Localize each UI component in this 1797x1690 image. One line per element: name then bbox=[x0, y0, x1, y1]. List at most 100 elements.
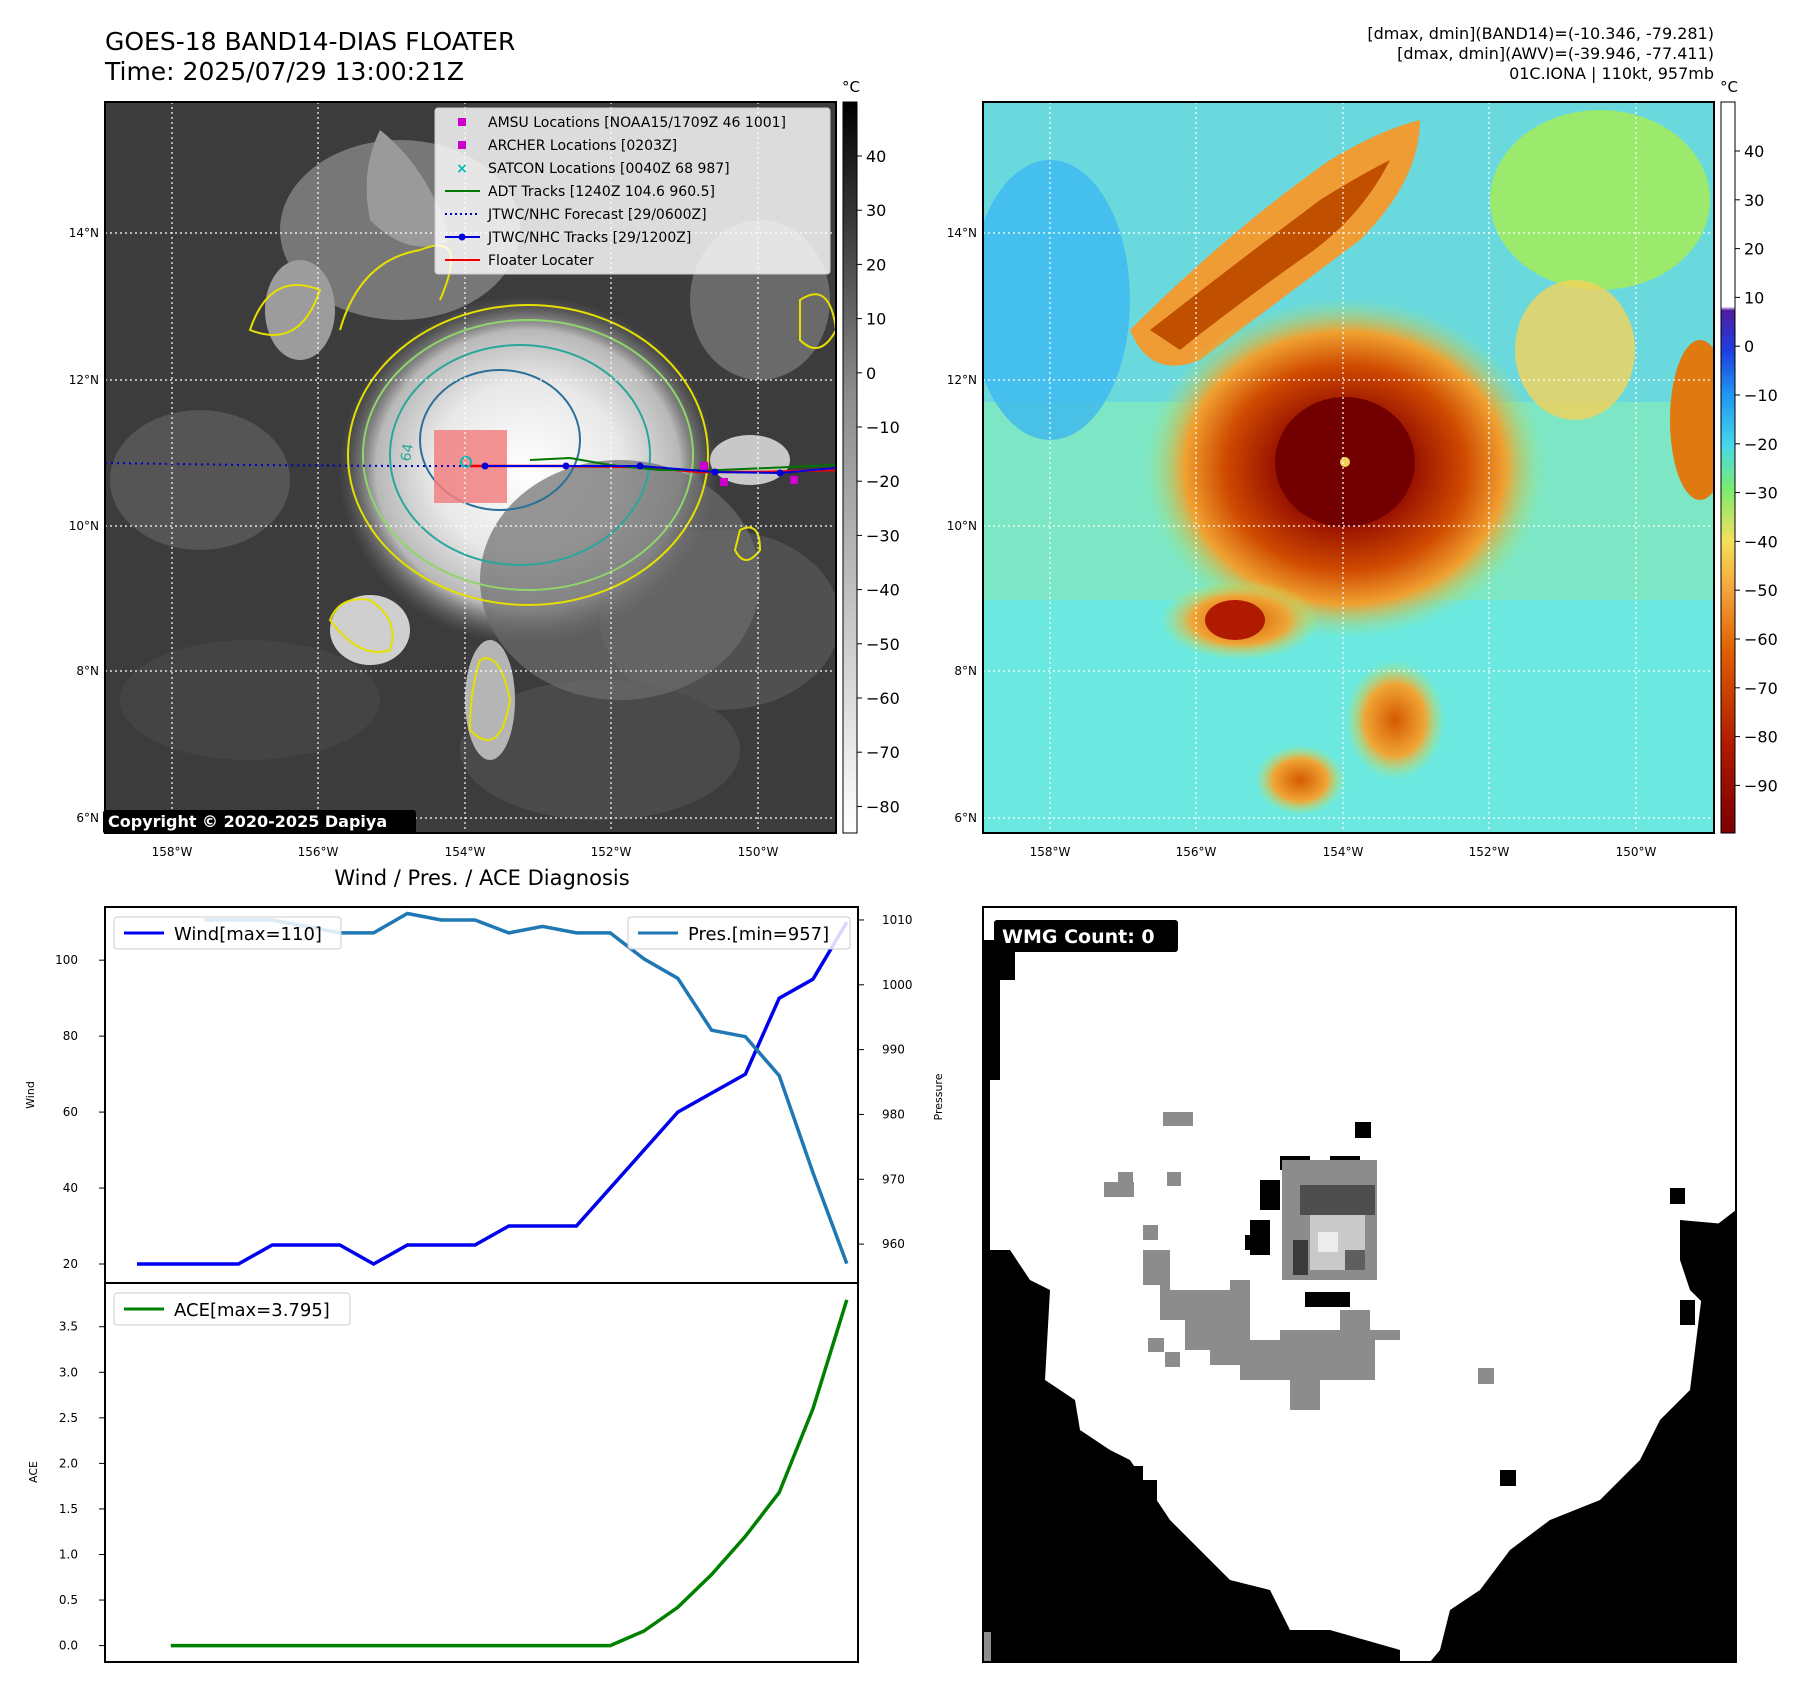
dias-colorbar-tick-label: −80 bbox=[1744, 728, 1778, 747]
ir-lat-labels: 14°N 12°N 10°N 8°N 6°N bbox=[69, 226, 99, 825]
legend-marker: × bbox=[456, 161, 468, 177]
dias-lon-label: 152°W bbox=[1469, 845, 1510, 859]
ir-colorbar-tick-label: 40 bbox=[866, 147, 886, 166]
wmg-count-badge: WMG Count: 0 bbox=[994, 920, 1178, 952]
wind-tick-label: 80 bbox=[63, 1029, 78, 1043]
stats-line-3: 01C.IONA | 110kt, 957mb bbox=[1509, 64, 1714, 83]
dias-colorbar-tick-label: −70 bbox=[1744, 679, 1778, 698]
ir-colorbar-tick-label: 30 bbox=[866, 201, 886, 220]
dias-lat-label: 10°N bbox=[947, 519, 977, 533]
wind-tick-label: 20 bbox=[63, 1257, 78, 1271]
dias-lat-labels: 14°N 12°N 10°N 8°N 6°N bbox=[947, 226, 977, 825]
dias-colorbar-tick-label: 30 bbox=[1744, 191, 1764, 210]
dias-lon-label: 150°W bbox=[1616, 845, 1657, 859]
dias-colorbar-tick-label: −10 bbox=[1744, 386, 1778, 405]
ace-chart: 3.5 3.0 2.5 2.0 1.5 1.0 0.5 0.0 ACE ACE[max=3.7… bbox=[27, 1282, 859, 1663]
ir-colorbar-tick-label: −20 bbox=[866, 472, 900, 491]
ace-legend: ACE[max=3.795] bbox=[113, 1292, 351, 1326]
dias-colorbar-tick-label: 10 bbox=[1744, 288, 1764, 307]
legend-marker bbox=[458, 141, 466, 149]
figure-time: Time: 2025/07/29 13:00:21Z bbox=[104, 57, 464, 86]
legend-item-label: JTWC/NHC Tracks [29/1200Z] bbox=[487, 230, 691, 246]
dias-colorbar-tick-label: −30 bbox=[1744, 484, 1778, 503]
dias-lon-label: 158°W bbox=[1030, 845, 1071, 859]
ir-lon-labels: 158°W 156°W 154°W 152°W 150°W bbox=[152, 845, 779, 859]
wmg-panel: WMG Count: 0 bbox=[982, 906, 1737, 1663]
dias-colorbar-tick-label: −40 bbox=[1744, 532, 1778, 551]
legend-marker-dot bbox=[458, 233, 466, 241]
legend-item-label: ADT Tracks [1240Z 104.6 960.5] bbox=[488, 184, 715, 200]
wind-tick-label: 100 bbox=[55, 953, 78, 967]
ir-colorbar-tick-label: −10 bbox=[866, 418, 900, 437]
ace-tick-label: 2.5 bbox=[59, 1411, 78, 1425]
dias-colorbar-tick-label: −50 bbox=[1744, 581, 1778, 600]
legend-marker bbox=[458, 118, 466, 126]
ir-colorbar-tick-label: 10 bbox=[866, 310, 886, 329]
dias-colorbar-tick-label: −20 bbox=[1744, 435, 1778, 454]
dias-map-gridlines bbox=[983, 102, 1714, 833]
ir-lat-label: 8°N bbox=[76, 664, 99, 678]
pressure-tick-label: 990 bbox=[882, 1043, 905, 1057]
map-legend: AMSU Locations [NOAA15/1709Z 46 1001] ARC… bbox=[434, 107, 831, 275]
dias-colorbar-tick-label: 0 bbox=[1744, 337, 1754, 356]
ir-lon-label: 152°W bbox=[591, 845, 632, 859]
dias-lat-label: 12°N bbox=[947, 373, 977, 387]
pressure-legend: Pres.[min=957] bbox=[627, 916, 851, 950]
wind-legend: Wind[max=110] bbox=[113, 916, 342, 950]
ir-colorbar: °C 40 30 20 10 0 −10 −20 −30 −40 −50 −60 −70 −80 bbox=[842, 78, 900, 834]
dias-lat-label: 6°N bbox=[954, 811, 977, 825]
dias-lon-label: 156°W bbox=[1176, 845, 1217, 859]
wind-series-line bbox=[137, 921, 849, 1267]
pressure-axis-label: Pressure bbox=[932, 1073, 945, 1120]
dias-map-panel: 14°N12°N10°N8°N6°N 158°W 156°W 154°W 152°W 1… bbox=[947, 78, 1778, 859]
ir-lat-label: 10°N bbox=[69, 519, 99, 533]
dias-colorbar-tick-label: −60 bbox=[1744, 630, 1778, 649]
pressure-tick-label: 1010 bbox=[882, 913, 913, 927]
copyright-badge: Copyright © 2020-2025 Dapiya bbox=[103, 810, 416, 834]
ace-tick-label: 3.5 bbox=[59, 1320, 78, 1334]
dias-lon-labels: 158°W 156°W 154°W 152°W 150°W bbox=[1030, 845, 1657, 859]
wind-axis-label: Wind bbox=[24, 1081, 37, 1109]
ace-series-line bbox=[170, 1299, 849, 1648]
pressure-tick-label: 980 bbox=[882, 1107, 905, 1121]
stats-line-2: [dmax, dmin](AWV)=(-39.946, -77.411) bbox=[1397, 44, 1714, 63]
diagnosis-title: Wind / Pres. / ACE Diagnosis bbox=[334, 866, 629, 890]
ir-lon-label: 154°W bbox=[445, 845, 486, 859]
wind-legend-label: Wind[max=110] bbox=[174, 924, 322, 945]
dias-colorbar-tick-label: 40 bbox=[1744, 142, 1764, 161]
ace-tick-label: 0.5 bbox=[59, 1593, 78, 1607]
dias-colorbar-tick-label: 20 bbox=[1744, 240, 1764, 259]
ace-axis-label: ACE bbox=[27, 1461, 40, 1483]
ir-colorbar-tick-label: −60 bbox=[866, 689, 900, 708]
legend-item-label: ARCHER Locations [0203Z] bbox=[488, 138, 677, 154]
dias-lat-label: 8°N bbox=[954, 664, 977, 678]
ir-colorbar-tick-label: −40 bbox=[866, 581, 900, 600]
legend-item-label: SATCON Locations [0040Z 68 987] bbox=[488, 161, 730, 177]
wind-pressure-chart: 100 80 60 40 20 1010 1000 990 980 970 960 Wind Pr… bbox=[24, 906, 945, 1284]
ace-tick-label: 3.0 bbox=[59, 1365, 78, 1379]
dias-colorbar-tick-label: −90 bbox=[1744, 776, 1778, 795]
dias-lon-label: 154°W bbox=[1323, 845, 1364, 859]
ace-tick-label: 1.5 bbox=[59, 1502, 78, 1516]
legend-item-label: Floater Locater bbox=[488, 253, 594, 269]
ir-colorbar-tick-label: 20 bbox=[866, 255, 886, 274]
pressure-tick-label: 960 bbox=[882, 1237, 905, 1251]
pressure-legend-label: Pres.[min=957] bbox=[688, 924, 829, 945]
legend-item-label: AMSU Locations [NOAA15/1709Z 46 1001] bbox=[488, 115, 786, 131]
ir-lat-label: 14°N bbox=[69, 226, 99, 240]
pressure-tick-label: 970 bbox=[882, 1172, 905, 1186]
stats-line-1: [dmax, dmin](BAND14)=(-10.346, -79.281) bbox=[1367, 24, 1714, 43]
ace-tick-label: 0.0 bbox=[59, 1639, 78, 1653]
contour-label: 64 bbox=[398, 442, 417, 462]
ace-legend-label: ACE[max=3.795] bbox=[174, 1300, 330, 1321]
wmg-count-text: WMG Count: 0 bbox=[1002, 926, 1155, 948]
ir-colorbar-tick-label: −70 bbox=[866, 743, 900, 762]
dias-lat-label: 14°N bbox=[947, 226, 977, 240]
ir-lon-label: 150°W bbox=[738, 845, 779, 859]
legend-item-label: JTWC/NHC Forecast [29/0600Z] bbox=[487, 207, 707, 223]
ir-colorbar-tick-label: 0 bbox=[866, 364, 876, 383]
ir-colorbar-unit: °C bbox=[842, 78, 860, 96]
wind-tick-label: 60 bbox=[63, 1105, 78, 1119]
ir-colorbar-tick-label: −30 bbox=[866, 526, 900, 545]
